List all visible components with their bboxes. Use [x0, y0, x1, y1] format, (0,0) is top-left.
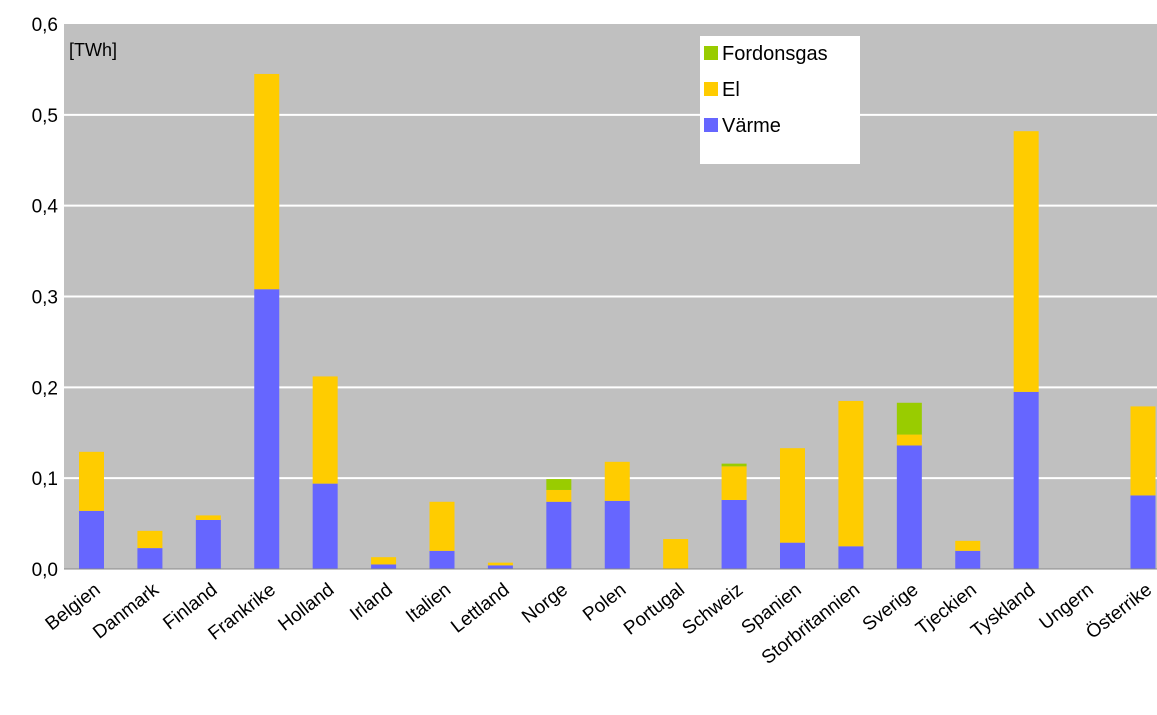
x-tick-label: Sverige	[859, 579, 923, 635]
legend: Fordonsgas El Värme	[700, 36, 860, 164]
bar-segment-el	[896, 434, 922, 446]
bar-segment-el	[955, 540, 981, 551]
bar-segment-v-rme	[604, 500, 630, 569]
x-tick-label: Lettland	[447, 579, 513, 637]
bar-segment-v-rme	[371, 564, 397, 569]
x-tick-label: Österrike	[1082, 579, 1156, 643]
bar-segment-v-rme	[1130, 495, 1156, 569]
y-tick-label: 0,6	[32, 15, 58, 36]
legend-label: Fordonsgas	[722, 43, 828, 65]
legend-swatch	[704, 118, 718, 132]
bar-segment-v-rme	[955, 550, 981, 569]
bar-segment-v-rme	[195, 519, 221, 569]
bar-segment-el	[195, 515, 221, 520]
legend-swatch	[704, 46, 718, 60]
bar-segment-el	[429, 501, 455, 551]
bar-segment-el	[604, 461, 630, 501]
bar-segment-fordonsgas	[546, 479, 572, 490]
bar-segment-v-rme	[546, 501, 572, 569]
bar-segment-v-rme	[312, 483, 338, 569]
bar-segment-el	[721, 466, 747, 500]
x-tick-label: Storbritannien	[758, 579, 864, 668]
bar-segment-el	[1013, 131, 1039, 392]
y-tick-label: 0,5	[32, 106, 58, 127]
legend-label: El	[722, 79, 740, 101]
x-tick-label: Tyskland	[967, 579, 1039, 642]
bar-segment-el	[1130, 406, 1156, 496]
bar-segment-el	[838, 400, 864, 547]
bar-segment-el	[79, 451, 104, 511]
bar-segment-v-rme	[896, 445, 922, 569]
legend-label: Värme	[722, 115, 781, 137]
bar-segment-v-rme	[838, 546, 864, 569]
gridlines	[64, 113, 1157, 480]
y-tick-label: 0,0	[32, 560, 58, 581]
bar-segment-el	[137, 530, 163, 549]
x-tick-label: Danmark	[89, 579, 163, 643]
bar-segment-el	[780, 448, 805, 543]
bar-segment-fordonsgas	[721, 463, 747, 467]
y-tick-label: 0,1	[32, 469, 58, 490]
bar-segment-el	[663, 539, 689, 569]
bar-segment-v-rme	[780, 542, 805, 569]
bar-segment-el	[546, 489, 572, 502]
bar-segment-el	[371, 557, 397, 565]
legend-swatch	[704, 82, 718, 96]
x-tick-label: Portugal	[620, 579, 689, 639]
legend-box	[700, 36, 860, 164]
bar-segment-fordonsgas	[896, 402, 922, 435]
bar-segment-v-rme	[1013, 391, 1039, 569]
x-tick-label: Schweiz	[678, 579, 747, 639]
y-axis-ticks: 0,0 0,1 0,2 0,3 0,4 0,5 0,6	[32, 15, 59, 581]
x-tick-label: Polen	[579, 579, 630, 625]
bar-segment-el	[487, 562, 513, 566]
x-tick-label: Irland	[346, 579, 396, 625]
bar-segment-el	[254, 73, 280, 290]
bar-segment-v-rme	[487, 565, 513, 569]
y-tick-label: 0,4	[32, 197, 59, 218]
x-tick-label: Holland	[275, 579, 339, 635]
bar-segment-v-rme	[721, 499, 747, 569]
x-tick-label: Norge	[518, 579, 572, 627]
bar-segment-v-rme	[79, 510, 104, 569]
bar-segment-v-rme	[254, 289, 280, 569]
y-tick-label: 0,3	[32, 288, 58, 309]
y-tick-label: 0,2	[32, 378, 58, 399]
bars	[64, 73, 1157, 570]
bar-segment-v-rme	[137, 548, 163, 569]
unit-label: [TWh]	[69, 40, 117, 60]
bar-segment-v-rme	[429, 550, 455, 569]
bar-segment-el	[312, 376, 338, 484]
